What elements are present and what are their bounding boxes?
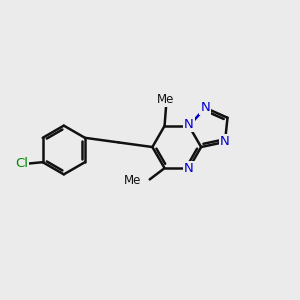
Text: Me: Me <box>124 174 141 188</box>
Text: N: N <box>184 162 194 175</box>
Text: N: N <box>220 136 230 148</box>
Text: Cl: Cl <box>15 157 28 170</box>
Text: Me: Me <box>158 93 175 106</box>
Text: N: N <box>200 101 210 114</box>
Text: N: N <box>184 118 194 131</box>
